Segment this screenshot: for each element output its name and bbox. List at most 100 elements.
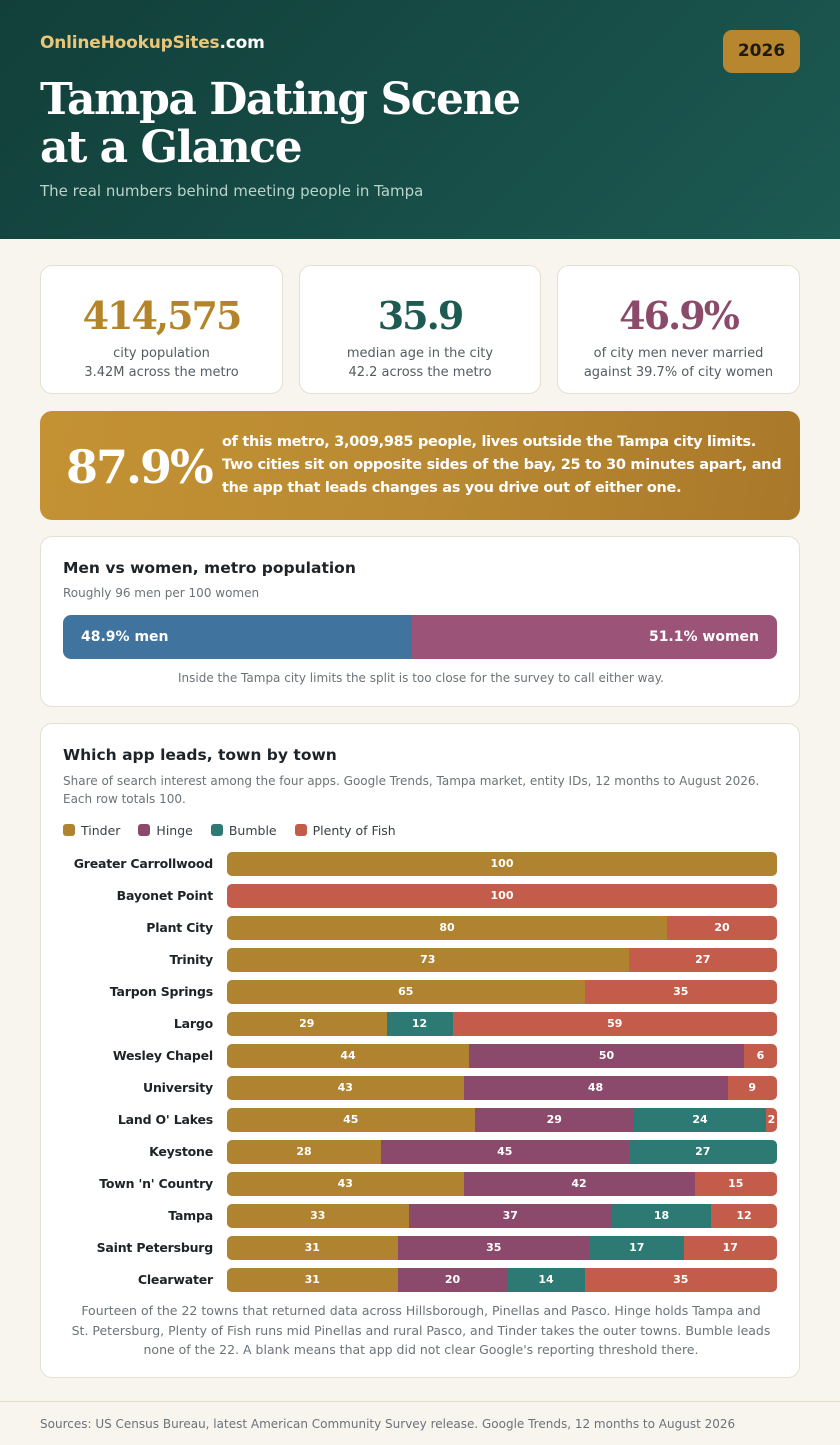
bar-segment-tinder: 73 [227,948,629,972]
category-label: Land O' Lakes [117,1112,213,1127]
stat-value: 35.9 [377,293,465,338]
stat-detail: against 39.7% of city women [583,365,774,380]
gender-bar: 48.9% men 51.1% women [63,615,777,659]
bar-segment-plenty-of-fish: 100 [227,884,777,908]
brand-logo[interactable]: OnlineHookupSites.com [40,33,265,53]
category-label: Keystone [149,1144,213,1159]
category-label: Trinity [169,952,213,967]
chart-row: Trinity 73 27 [41,948,801,972]
bar-segment-plenty-of-fish: 6 [744,1044,777,1068]
category-label: Tarpon Springs [109,984,213,999]
legend-item: Bumble [210,823,277,838]
year-badge: 2026 [723,30,800,73]
chart-row: Plant City 80 20 [41,916,801,940]
stat-detail: 42.2 across the metro [348,365,492,380]
brand-name: OnlineHookupSites [40,33,220,53]
highlight-banner: 87.9% of this metro, 3,009,985 people, l… [40,411,800,520]
bar-segment-plenty-of-fish: 12 [711,1204,777,1228]
gender-split-card: Men vs women, metro population Roughly 9… [40,536,800,707]
category-label: Clearwater [137,1272,213,1287]
chart-row: University 43 48 9 [41,1076,801,1100]
legend-item: Plenty of Fish [294,823,396,838]
highlight-text: of this metro, 3,009,985 people, lives o… [222,434,782,496]
brand-suffix: .com [219,33,265,53]
chart-row: Bayonet Point 100 [41,884,801,908]
stat-label: city population [113,346,210,361]
bar-segment-tinder: 29 [227,1012,387,1036]
sources-text: Sources: US Census Bureau, latest Americ… [40,1417,736,1431]
stat-label: of city men never married [593,346,764,361]
bar-segment-hinge: 48 [463,1076,728,1100]
page-subtitle: The real numbers behind meeting people i… [40,182,424,200]
category-label: Tampa [168,1208,213,1223]
category-label: Greater Carrollwood [73,856,213,871]
stat-value: 414,575 [82,293,243,338]
bar-segment-plenty-of-fish: 17 [683,1236,777,1260]
chart-row: Keystone 28 45 27 [41,1140,801,1164]
stat-detail: 3.42M across the metro [84,365,239,380]
bar-segment-tinder: 45 [227,1108,475,1132]
bar-segment-tinder: 65 [227,980,585,1004]
bar-segment-bumble: 24 [634,1108,766,1132]
legend-label: Bumble [228,823,277,838]
stacked-bar: 100 [227,852,777,876]
stacked-bar: 43 48 9 [227,1076,777,1100]
category-label: Plant City [146,920,213,935]
bar-segment-hinge: 50 [469,1044,744,1068]
women-segment [412,615,777,659]
gender-subtitle: Roughly 96 men per 100 women [63,586,260,600]
bar-segment-hinge: 29 [474,1108,634,1132]
bar-segment-plenty-of-fish: 35 [584,980,777,1004]
chart-row: Land O' Lakes 45 29 24 2 [41,1108,801,1132]
bar-segment-hinge: 20 [397,1268,508,1292]
women-label: 51.1% women [648,629,759,645]
men-label: 48.9% men [81,629,169,645]
bar-segment-bumble: 14 [507,1268,585,1292]
stacked-bar: 31 20 14 35 [227,1268,777,1292]
category-label: Largo [173,1016,213,1031]
bar-segment-bumble: 12 [386,1012,453,1036]
bar-segment-tinder: 31 [227,1268,398,1292]
chart-row: Town 'n' Country 43 42 15 [41,1172,801,1196]
header-banner: OnlineHookupSites.com 2026 Tampa Dating … [0,0,840,239]
stat-label: median age in the city [346,346,494,361]
stacked-bar: 45 29 24 2 [227,1108,777,1132]
chart-title: Which app leads, town by town [63,746,337,764]
stacked-bar: 100 [227,884,777,908]
bar-segment-tinder: 43 [227,1076,464,1100]
bar-segment-plenty-of-fish: 27 [628,948,777,972]
legend-label: Tinder [81,823,121,838]
bar-segment-plenty-of-fish: 20 [667,916,777,940]
bar-segment-tinder: 28 [227,1140,381,1164]
stacked-bar: 31 35 17 17 [227,1236,777,1260]
bar-segment-tinder: 43 [227,1172,464,1196]
legend-swatch [210,824,223,836]
chart-subtitle: Share of search interest among the four … [63,774,760,806]
bar-segment-tinder: 31 [227,1236,398,1260]
stat-card-median-age: 35.9 median age in the city 42.2 across … [299,265,541,394]
bar-segment-plenty-of-fish: 15 [694,1172,777,1196]
category-label: Saint Petersburg [96,1240,214,1255]
app-share-chart-card: Which app leads, town by town Share of s… [40,723,800,1378]
bar-segment-plenty-of-fish: 35 [584,1268,777,1292]
stacked-bar: 44 50 6 [227,1044,777,1068]
highlight-value: 87.9% [66,440,214,494]
category-label: Bayonet Point [116,888,214,903]
legend-swatch [138,824,151,836]
bar-segment-hinge: 35 [397,1236,590,1260]
stat-value: 46.9% [619,293,740,338]
bar-segment-plenty-of-fish: 2 [766,1108,777,1132]
category-label: Wesley Chapel [112,1048,213,1063]
bar-segment-hinge: 42 [463,1172,695,1196]
bar-segment-bumble: 27 [628,1140,777,1164]
legend-swatch [63,824,75,836]
men-segment [63,615,413,659]
stacked-bar: 43 42 15 [227,1172,777,1196]
footer-divider [0,1401,840,1402]
bar-segment-tinder: 33 [227,1204,409,1228]
gender-title: Men vs women, metro population [63,559,356,577]
chart-row: Tampa 33 37 18 12 [41,1204,801,1228]
stat-card-never-married: 46.9% of city men never married against … [557,265,800,394]
chart-note: Fourteen of the 22 towns that returned d… [71,1303,771,1357]
chart-row: Clearwater 31 20 14 35 [41,1268,801,1292]
